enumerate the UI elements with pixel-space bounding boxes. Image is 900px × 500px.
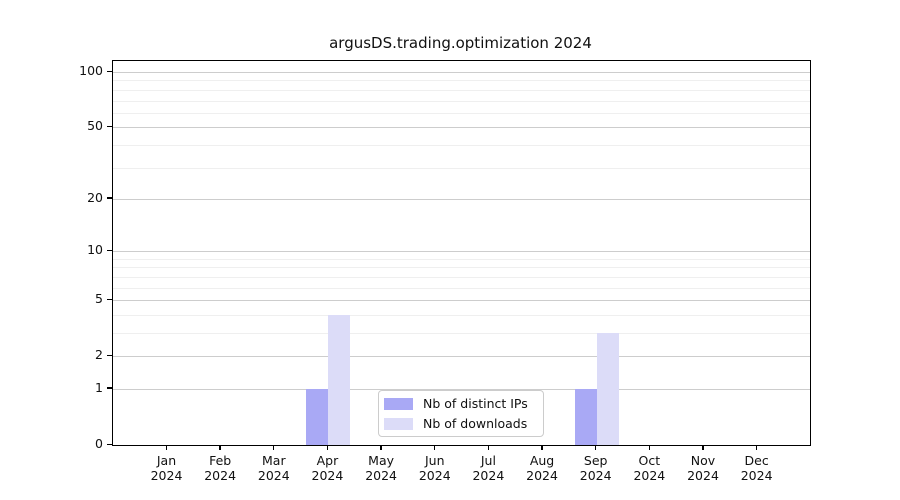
x-tick-label-dec: Dec 2024 [740,453,773,483]
y-tick-label-100: 100 [79,63,103,78]
y-tick-label-1: 1 [95,379,103,395]
x-tick-mark-apr [326,445,329,451]
x-tick-mark-jul [487,445,490,451]
minor-gridline [113,112,810,114]
chart-title: argusDS.trading.optimization 2024 [329,34,592,52]
x-tick-mark-oct [648,445,651,451]
y-tick-mark [107,443,112,445]
x-tick-label-apr: Apr 2024 [311,453,344,483]
major-gridline [113,127,810,129]
x-tick-label-jan: Jan 2024 [150,453,183,483]
y-tick-label-5: 5 [95,291,103,307]
x-tick-label-jul: Jul 2024 [472,453,505,483]
major-gridline [113,300,810,302]
x-tick-mark-nov [702,445,704,451]
minor-gridline [113,287,810,289]
legend: Nb of distinct IPs Nb of downloads [378,390,544,437]
y-tick-mark [107,197,112,199]
legend-item-downloads: Nb of downloads [384,416,543,431]
minor-gridline [113,100,810,102]
y-tick-label-50: 50 [87,118,103,134]
minor-gridline [113,276,810,278]
y-tick-label-20: 20 [87,189,103,205]
x-tick-mark-aug [541,445,543,451]
y-tick-mark [107,249,112,252]
minor-gridline [113,333,810,334]
x-tick-mark-jan [165,445,168,451]
bar-apr-downloads [328,314,351,445]
legend-swatch-distinct-ips [384,397,413,410]
legend-label: Nb of downloads [423,416,528,431]
minor-gridline [113,144,810,146]
minor-gridline [113,167,810,169]
bar-sep-distinct-ips [574,389,597,445]
minor-gridline [113,258,810,260]
y-tick-mark [107,298,112,301]
x-tick-label-mar: Mar 2024 [257,453,290,483]
x-tick-mark-sep [595,445,597,451]
major-gridline [113,251,810,253]
legend-item-distinct-ips: Nb of distinct IPs [384,396,543,411]
minor-gridline [113,267,810,269]
y-tick-mark [107,125,112,128]
bar-apr-distinct-ips [306,389,329,445]
y-tick-label-2: 2 [95,347,103,363]
x-tick-label-aug: Aug 2024 [526,453,558,483]
y-tick-label-0: 0 [95,436,103,451]
major-gridline [113,389,810,390]
x-tick-mark-dec [755,445,758,451]
y-tick-mark [107,354,112,357]
x-tick-mark-jun [434,445,436,451]
x-tick-label-sep: Sep 2024 [579,453,612,483]
x-tick-mark-may [380,445,382,451]
x-tick-label-jun: Jun 2024 [418,453,451,483]
y-tick-mark [107,70,112,72]
major-gridline [113,198,810,200]
bar-sep-downloads [596,333,619,445]
legend-swatch-downloads [384,417,413,430]
major-gridline [113,72,810,73]
y-tick-label-10: 10 [87,242,103,258]
x-tick-label-feb: Feb 2024 [204,453,237,483]
major-gridline [113,356,810,358]
x-tick-label-may: May 2024 [365,453,397,483]
legend-label: Nb of distinct IPs [423,396,528,411]
plot-area [112,60,811,446]
minor-gridline [113,89,810,91]
minor-gridline [113,80,810,82]
y-tick-mark [107,387,112,389]
minor-gridline [113,314,810,316]
x-tick-label-oct: Oct 2024 [633,453,666,483]
x-tick-mark-mar [273,445,275,451]
x-tick-label-nov: Nov 2024 [687,453,719,483]
x-tick-mark-feb [219,445,221,451]
